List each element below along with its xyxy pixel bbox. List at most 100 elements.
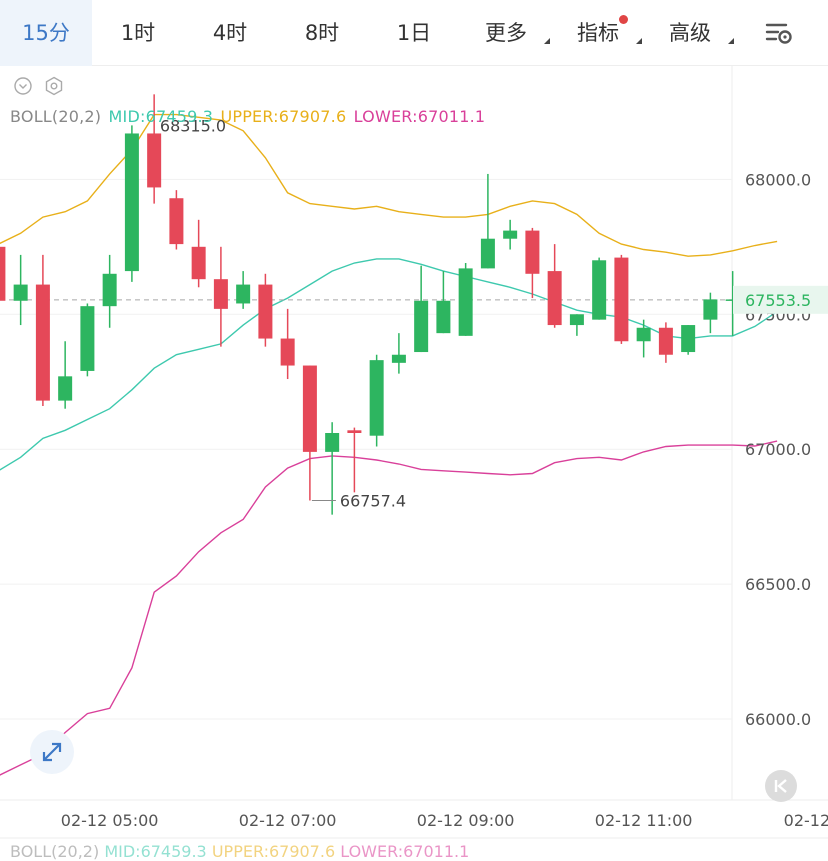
candle[interactable]	[236, 271, 251, 309]
x-tick-label: 02-12 13	[784, 811, 828, 830]
candle-body	[58, 376, 73, 401]
x-tick-label: 02-12 07:00	[239, 811, 337, 830]
legend-lower: LOWER:67011.1	[340, 842, 470, 861]
tab-1d[interactable]: 1日	[368, 0, 460, 66]
min-price-label: 66757.4	[340, 491, 406, 510]
boll-upper-line	[0, 113, 778, 257]
tab-label: 4时	[212, 21, 248, 45]
candle-body	[681, 325, 696, 353]
candle[interactable]	[347, 427, 362, 493]
candle[interactable]	[658, 322, 673, 363]
candle[interactable]	[169, 190, 184, 250]
tab-4h[interactable]: 4时	[184, 0, 276, 66]
candle[interactable]	[302, 365, 317, 501]
candle[interactable]	[58, 341, 73, 409]
tab-indicators[interactable]: 指标	[552, 0, 644, 66]
candle-body	[258, 284, 273, 339]
tab-advanced[interactable]: 高级	[644, 0, 736, 66]
tab-label: 1时	[120, 21, 156, 45]
legend-mid: MID:67459.3	[104, 842, 207, 861]
candle-body	[280, 338, 295, 366]
candle[interactable]	[480, 173, 495, 269]
candle-body	[480, 238, 495, 269]
candle[interactable]	[191, 219, 206, 288]
boll-legend: BOLL(20,2) MID:67459.3 UPPER:67907.6 LOW…	[10, 107, 487, 126]
candle-body	[725, 299, 740, 301]
candle-body	[213, 279, 228, 309]
dropdown-caret-icon	[544, 38, 550, 44]
dropdown-caret-icon	[636, 38, 642, 44]
chart-settings-button[interactable]	[762, 17, 796, 49]
secondary-legend: BOLL(20,2) MID:67459.3 UPPER:67907.6 LOW…	[10, 842, 469, 861]
candle[interactable]	[592, 257, 607, 320]
candle[interactable]	[547, 244, 562, 328]
chart-toolbar	[12, 75, 72, 101]
candle[interactable]	[391, 333, 406, 374]
candle[interactable]	[458, 262, 473, 336]
candle[interactable]	[636, 319, 651, 358]
expand-button[interactable]	[30, 730, 74, 774]
tab-label: 1日	[396, 21, 432, 45]
tab-8h[interactable]: 8时	[276, 0, 368, 66]
candle-body	[391, 354, 406, 363]
legend-upper: UPPER:67907.6	[220, 107, 347, 126]
candle[interactable]	[13, 254, 28, 326]
candle[interactable]	[35, 254, 50, 407]
tab-label: 指标	[577, 21, 619, 45]
candle[interactable]	[525, 227, 540, 299]
y-tick-label: 67000.0	[745, 440, 811, 459]
x-tick-label: 02-12 11:00	[595, 811, 693, 830]
legend-name: BOLL(20,2)	[10, 107, 102, 126]
candle-body	[614, 257, 629, 342]
candle[interactable]	[369, 354, 384, 447]
candle[interactable]	[124, 125, 139, 282]
candle-body	[547, 271, 562, 326]
candle[interactable]	[147, 94, 162, 204]
candle[interactable]	[0, 233, 6, 322]
tab-15m[interactable]: 15分	[0, 0, 92, 66]
candle[interactable]	[102, 254, 117, 328]
chevron-down-circle-icon[interactable]	[14, 77, 32, 95]
legend-upper: UPPER:67907.6	[211, 842, 336, 861]
candle-body	[325, 433, 340, 452]
candle-body	[414, 300, 429, 353]
candle-body	[569, 314, 584, 326]
candle-body	[302, 365, 317, 452]
candle-body	[592, 260, 607, 320]
tab-label: 15分	[22, 21, 70, 45]
candle[interactable]	[703, 292, 718, 334]
candle-body	[80, 306, 95, 371]
candle[interactable]	[569, 314, 584, 336]
candle[interactable]	[503, 219, 518, 250]
tab-1h[interactable]: 1时	[92, 0, 184, 66]
skip-to-latest-icon	[774, 779, 787, 793]
scroll-to-latest-button[interactable]	[765, 770, 797, 802]
y-tick-label: 66500.0	[745, 575, 811, 594]
candle-body	[124, 133, 139, 272]
candle[interactable]	[725, 271, 740, 336]
candle-body	[369, 360, 384, 436]
candle[interactable]	[213, 246, 228, 347]
tab-more[interactable]: 更多	[460, 0, 552, 66]
candle-body	[703, 299, 718, 320]
candle-body	[0, 246, 6, 301]
candlestick-chart[interactable]: 68000.067500.067000.066500.066000.002-12…	[0, 66, 828, 854]
candle[interactable]	[614, 254, 629, 344]
candle[interactable]	[80, 303, 95, 377]
candle-body	[147, 133, 162, 188]
candle[interactable]	[436, 271, 451, 334]
hexagon-settings-icon[interactable]	[45, 76, 63, 96]
candle[interactable]	[414, 265, 429, 353]
x-tick-label: 02-12 05:00	[61, 811, 159, 830]
x-tick-label: 02-12 09:00	[417, 811, 515, 830]
candle-body	[191, 246, 206, 280]
candle[interactable]	[325, 422, 340, 515]
candle[interactable]	[681, 325, 696, 355]
timeframe-tabs: 15分 1时 4时 8时 1日 更多 指标 高级	[0, 0, 828, 66]
max-price-label: 68315.0	[160, 116, 226, 135]
tab-label: 8时	[304, 21, 340, 45]
candle[interactable]	[258, 273, 273, 347]
candle[interactable]	[280, 308, 295, 380]
candle-body	[658, 327, 673, 355]
expand-arrows-icon	[42, 742, 62, 762]
